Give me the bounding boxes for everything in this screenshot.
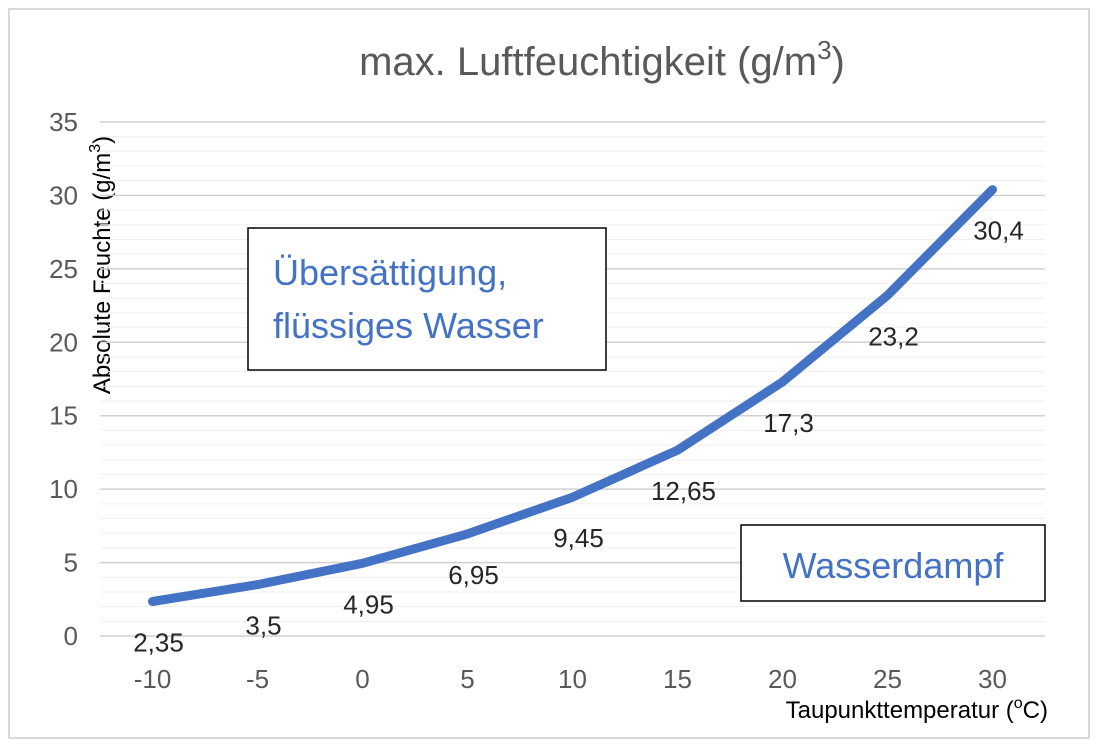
supersaturation-text-line2: flüssiges Wasser	[273, 305, 544, 346]
water-vapor-text: Wasserdampf	[783, 545, 1005, 586]
data-label: 6,95	[448, 560, 499, 590]
chart-frame	[8, 8, 1090, 739]
y-tick-label: 35	[49, 107, 78, 137]
data-label: 23,2	[868, 321, 919, 351]
y-axis-ticks: 0 5 10 15 20 25 30 35	[49, 107, 78, 651]
y-tick-label: 10	[49, 474, 78, 504]
x-tick-label: 5	[460, 664, 474, 694]
supersaturation-text-line1: Übersättigung,	[273, 252, 507, 293]
data-label: 12,65	[651, 476, 716, 506]
y-axis-label: Absolute Feuchte (g/m3)	[87, 136, 116, 394]
x-tick-label: 0	[355, 664, 369, 694]
x-axis-label: Taupunkttemperatur (oC)	[786, 695, 1048, 724]
series-group	[148, 185, 997, 606]
supersaturation-box	[247, 227, 607, 371]
y-tick-label: 15	[49, 401, 78, 431]
chart-title: max. Luftfeuchtigkeit (g/m3)	[359, 35, 845, 84]
y-tick-label: 5	[64, 548, 78, 578]
data-label: 30,4	[973, 216, 1024, 246]
x-tick-label: -10	[134, 664, 172, 694]
data-label: 3,5	[245, 611, 281, 641]
x-tick-label: 25	[873, 664, 902, 694]
data-label: 2,35	[133, 627, 184, 657]
series-line	[148, 185, 997, 606]
water-vapor-box	[740, 524, 1046, 602]
x-tick-label: -5	[246, 664, 269, 694]
data-label: 17,3	[763, 408, 814, 438]
x-tick-label: 10	[558, 664, 587, 694]
y-tick-label: 0	[64, 621, 78, 651]
x-tick-label: 15	[663, 664, 692, 694]
data-label: 4,95	[343, 589, 394, 619]
data-label: 9,45	[553, 523, 604, 553]
y-tick-label: 20	[49, 327, 78, 357]
y-tick-label: 25	[49, 254, 78, 284]
y-tick-label: 30	[49, 180, 78, 210]
data-labels: 2,35 3,5 4,95 6,95 9,45 12,65 17,3 23,2 30,4	[133, 216, 1024, 658]
x-axis-ticks: -10 -5 0 5 10 15 20 25 30	[134, 664, 1007, 694]
x-tick-label: 30	[978, 664, 1007, 694]
x-tick-label: 20	[768, 664, 797, 694]
